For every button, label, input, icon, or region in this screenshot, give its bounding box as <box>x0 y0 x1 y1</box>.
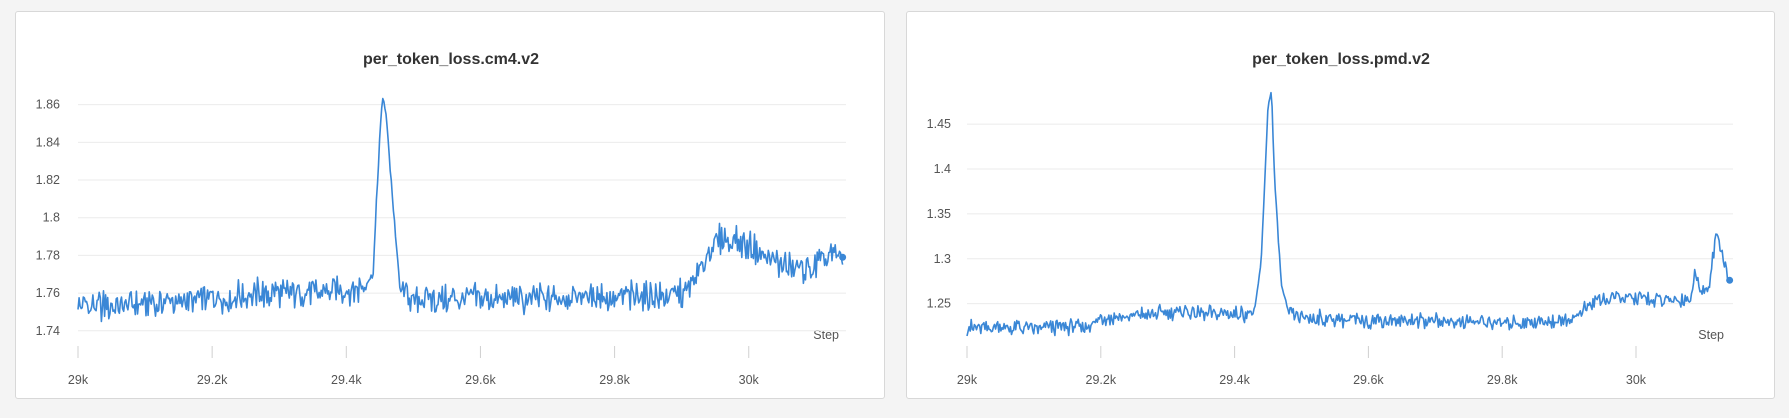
x-tick-label: 29.4k <box>331 373 362 387</box>
y-tick-label: 1.86 <box>36 98 60 112</box>
x-tick-label: 29.4k <box>1219 373 1250 387</box>
x-tick-label: 29.2k <box>197 373 228 387</box>
x-tick-label: 30k <box>739 373 760 387</box>
line-chart-pmd: per_token_loss.pmd.v2 Step 1.25 1.3 1.35 1.… <box>927 51 1734 387</box>
y-tick-label: 1.25 <box>927 297 951 311</box>
x-tick-label: 29.2k <box>1086 373 1117 387</box>
line-chart-cm4: per_token_loss.cm4.v2 Step 1.74 1.76 1.78 1… <box>36 51 847 387</box>
x-tick-label: 29.6k <box>465 373 496 387</box>
series-end-marker <box>839 253 847 261</box>
chart-title: per_token_loss.cm4.v2 <box>363 51 539 68</box>
chart-panel-cm4: per_token_loss.cm4.v2 Step 1.74 1.76 1.78 1… <box>15 11 885 399</box>
y-tick-label: 1.74 <box>36 324 60 338</box>
y-tick-label: 1.8 <box>43 211 60 225</box>
y-tick-label: 1.76 <box>36 286 60 300</box>
series-line <box>966 91 1731 337</box>
x-tick-label: 29.8k <box>599 373 630 387</box>
y-tick-label: 1.4 <box>934 162 951 176</box>
series-end-marker <box>1726 276 1734 284</box>
chart-panel-pmd: per_token_loss.pmd.v2 Step 1.25 1.3 1.35 1.… <box>906 11 1775 399</box>
x-tick-label: 30k <box>1626 373 1647 387</box>
x-tick-label: 29k <box>957 373 978 387</box>
y-tick-label: 1.3 <box>934 252 951 266</box>
chart-title: per_token_loss.pmd.v2 <box>1252 51 1430 68</box>
x-axis-step-label: Step <box>1698 328 1724 342</box>
y-tick-label: 1.35 <box>927 207 951 221</box>
y-tick-label: 1.82 <box>36 173 60 187</box>
y-tick-label: 1.84 <box>36 135 60 149</box>
x-tick-label: 29k <box>68 373 89 387</box>
x-tick-label: 29.8k <box>1487 373 1518 387</box>
x-tick-label: 29.6k <box>1353 373 1384 387</box>
x-axis-step-label: Step <box>813 328 839 342</box>
y-tick-label: 1.45 <box>927 117 951 131</box>
y-tick-label: 1.78 <box>36 248 60 262</box>
series-line <box>77 97 844 323</box>
